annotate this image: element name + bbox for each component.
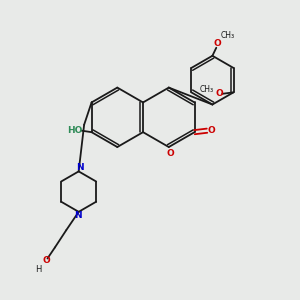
Text: O: O [208,126,216,135]
Text: O: O [216,89,224,98]
Text: O: O [42,256,50,265]
Text: CH₃: CH₃ [221,32,235,40]
Text: H: H [35,265,41,274]
Text: O: O [167,148,174,158]
Text: O: O [214,39,222,48]
Text: CH₃: CH₃ [200,85,214,94]
Text: N: N [76,163,83,172]
Text: N: N [74,211,82,220]
Text: HO: HO [68,126,83,135]
